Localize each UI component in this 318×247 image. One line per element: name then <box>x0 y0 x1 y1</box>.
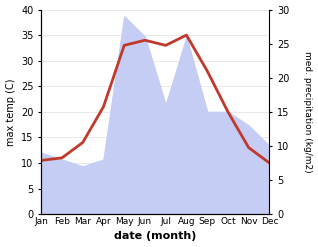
Y-axis label: max temp (C): max temp (C) <box>5 78 16 145</box>
X-axis label: date (month): date (month) <box>114 231 197 242</box>
Y-axis label: med. precipitation (kg/m2): med. precipitation (kg/m2) <box>303 51 313 173</box>
